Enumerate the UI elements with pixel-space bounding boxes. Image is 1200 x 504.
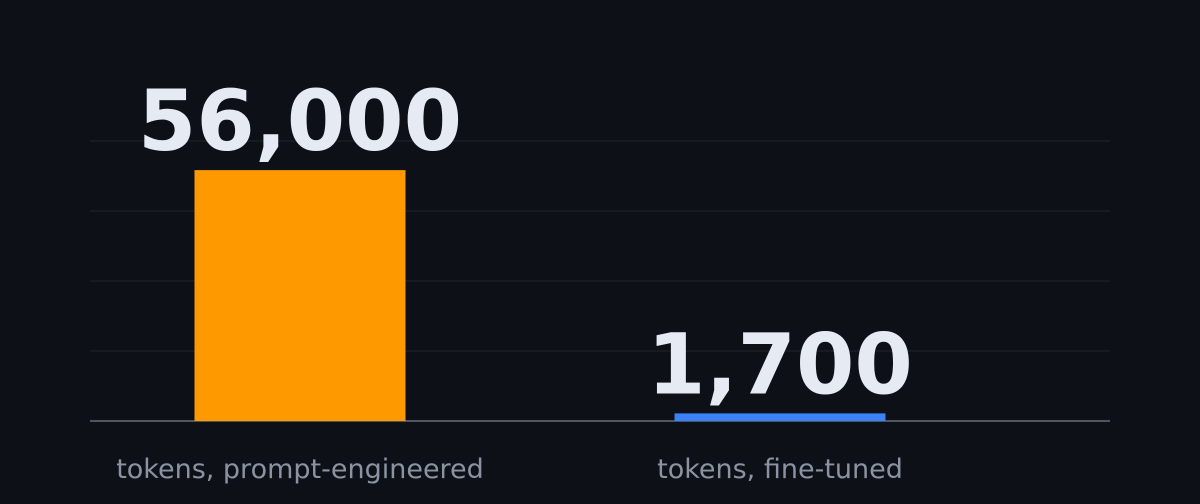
bar	[194, 170, 406, 421]
bar	[674, 413, 886, 421]
value-label: 1,700	[647, 315, 913, 413]
x-tick-label: tokens, fine-tuned	[657, 454, 903, 485]
x-tick-label: tokens, prompt-engineered	[116, 454, 484, 485]
value-label: 56,000	[138, 72, 462, 170]
